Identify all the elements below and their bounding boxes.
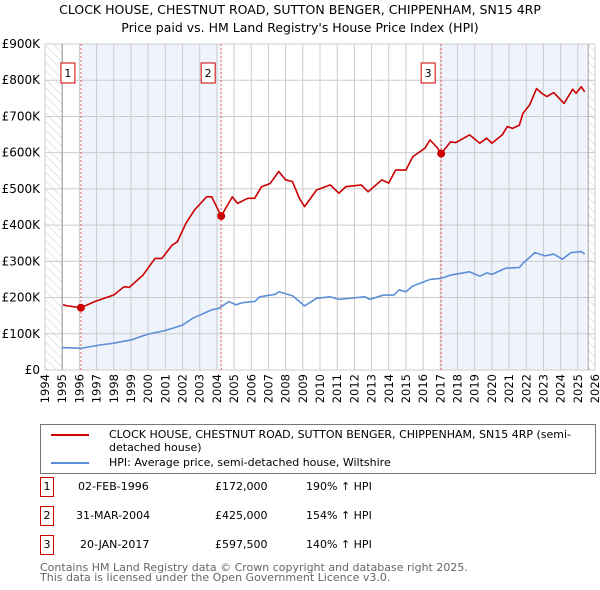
sale-marker-badge: 2 xyxy=(40,506,54,526)
sale-marker-box xyxy=(60,62,76,84)
sale-hpi: 190% ↑ HPI xyxy=(306,480,372,493)
sale-hpi: 140% ↑ HPI xyxy=(306,538,372,551)
x-tick-label: 2008 xyxy=(279,374,293,403)
x-tick-label: 1994 xyxy=(38,374,52,403)
x-tick-label: 2005 xyxy=(227,374,241,403)
x-tick-label: 2009 xyxy=(296,374,310,403)
x-tick-label: 2012 xyxy=(347,374,361,403)
y-tick-label: £400K xyxy=(2,218,42,232)
chart-subtitle: Price paid vs. HM Land Registry's House … xyxy=(121,20,479,35)
x-tick-label: 1996 xyxy=(72,374,86,403)
x-tick-label: 2016 xyxy=(416,374,430,403)
x-tick-label: 2010 xyxy=(313,374,327,403)
y-tick-label: £200K xyxy=(2,291,42,305)
x-tick-label: 2026 xyxy=(588,374,600,403)
x-tick-label: 1995 xyxy=(55,374,69,403)
hatched-no-data xyxy=(588,44,595,370)
sale-marker-label: 2 xyxy=(205,67,212,80)
x-tick-label: 2000 xyxy=(141,374,155,403)
sale-price: £597,500 xyxy=(215,538,268,551)
x-tick-label: 2022 xyxy=(519,374,533,403)
x-tick-label: 2015 xyxy=(399,374,413,403)
sale-marker-label: 3 xyxy=(425,67,432,80)
footer-copyright: Contains HM Land Registry data © Crown c… xyxy=(40,561,468,574)
x-tick-label: 2020 xyxy=(485,374,499,403)
sale-hpi: 154% ↑ HPI xyxy=(306,509,372,522)
legend-label: CLOCK HOUSE, CHESTNUT ROAD, SUTTON BENGE… xyxy=(109,428,571,454)
x-tick-label: 2025 xyxy=(571,374,585,403)
x-tick-label: 2006 xyxy=(244,374,258,403)
x-tick-label: 2019 xyxy=(468,374,482,403)
footer-licence: This data is licensed under the Open Gov… xyxy=(40,571,391,584)
y-tick-label: £600K xyxy=(2,146,42,160)
legend-swatch-red xyxy=(51,434,89,436)
x-tick-label: 2021 xyxy=(502,374,516,403)
shaded-period xyxy=(441,44,587,370)
sale-marker-badge: 3 xyxy=(40,535,54,555)
sale-point xyxy=(76,303,85,312)
sale-marker-badge: 1 xyxy=(40,477,54,497)
sale-marker-label: 1 xyxy=(64,67,71,80)
y-tick-label: £100K xyxy=(2,327,42,341)
x-tick-label: 2004 xyxy=(210,374,224,403)
hpi-line xyxy=(62,250,586,350)
sale-row: 2 31-MAR-2004 £425,000 154% ↑ HPI xyxy=(40,506,580,526)
x-tick-label: 2011 xyxy=(330,374,344,403)
sale-row: 3 20-JAN-2017 £597,500 140% ↑ HPI xyxy=(40,535,580,555)
sale-price: £172,000 xyxy=(215,480,268,493)
y-tick-label: £900K xyxy=(2,37,42,51)
x-tick-label: 1997 xyxy=(90,374,104,403)
legend-item-hpi: HPI: Average price, semi-detached house,… xyxy=(41,455,595,470)
y-tick-label: £800K xyxy=(2,73,42,87)
x-tick-label: 1999 xyxy=(124,374,138,403)
sale-point xyxy=(217,212,226,221)
x-tick-label: 2014 xyxy=(382,374,396,403)
x-tick-label: 2023 xyxy=(536,374,550,403)
sale-row: 1 02-FEB-1996 £172,000 190% ↑ HPI xyxy=(40,477,580,497)
y-tick-label: £500K xyxy=(2,182,42,196)
sale-point xyxy=(437,149,446,158)
x-tick-label: 2002 xyxy=(176,374,190,403)
sale-date: 20-JAN-2017 xyxy=(80,538,150,551)
x-tick-label: 2024 xyxy=(554,374,568,403)
y-tick-label: £0 xyxy=(25,363,40,377)
legend-swatch-blue xyxy=(51,462,89,464)
sale-date: 02-FEB-1996 xyxy=(78,480,149,493)
legend-item-property: CLOCK HOUSE, CHESTNUT ROAD, SUTTON BENGE… xyxy=(41,427,595,455)
x-tick-label: 2017 xyxy=(433,374,447,403)
sale-date: 31-MAR-2004 xyxy=(76,509,151,522)
chart-plot: 1994 1995 1996 1997 1998 1999 2000 2001 2002 2003… xyxy=(2,37,600,403)
x-tick-label: 2018 xyxy=(451,374,465,403)
y-tick-label: £700K xyxy=(2,109,42,123)
x-tick-label: 2007 xyxy=(261,374,275,403)
legend-label: HPI: Average price, semi-detached house,… xyxy=(109,456,391,469)
y-tick-label: £300K xyxy=(2,254,42,268)
sale-price: £425,000 xyxy=(215,509,268,522)
hatched-no-data xyxy=(45,44,63,370)
x-tick-label: 2013 xyxy=(365,374,379,403)
chart-title: CLOCK HOUSE, CHESTNUT ROAD, SUTTON BENGE… xyxy=(59,2,541,17)
x-tick-label: 2001 xyxy=(158,374,172,403)
sale-marker-box xyxy=(420,62,436,84)
x-tick-label: 2003 xyxy=(193,374,207,403)
property-price-line xyxy=(62,85,586,309)
sale-marker-box xyxy=(200,62,216,84)
x-tick-label: 1998 xyxy=(107,374,121,403)
legend: CLOCK HOUSE, CHESTNUT ROAD, SUTTON BENGE… xyxy=(40,424,596,474)
